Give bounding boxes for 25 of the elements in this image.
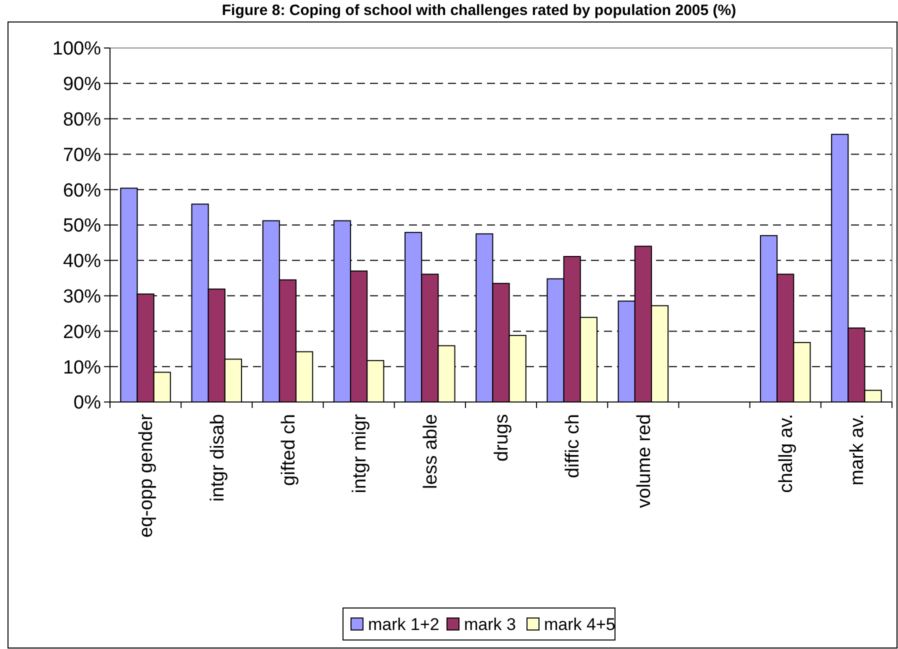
x-tick-label: eq-opp gender [136, 413, 158, 538]
x-tick-label: gifted ch [278, 414, 300, 486]
x-tick-label: drugs [492, 414, 513, 462]
y-tick-label: 20% [62, 322, 102, 343]
x-tick-label: less able [420, 414, 442, 489]
y-tick-label: 60% [62, 180, 102, 202]
y-tick-label: 50% [62, 216, 102, 237]
x-tick-label: challg av. [776, 414, 798, 493]
y-tick-label: 40% [62, 251, 102, 272]
y-tick-label: 100% [52, 38, 102, 60]
y-tick-label: 80% [62, 109, 102, 130]
chart-title: Figure 8: Coping of school with challenges rated by population 2005 (%) [222, 2, 736, 19]
x-tick-label: intgr disab [207, 414, 228, 502]
x-tick-label: mark av. [847, 414, 868, 486]
legend-label: mark 4+5 [544, 614, 616, 634]
y-tick-label: 30% [62, 286, 102, 308]
y-tick-label: 70% [62, 144, 102, 166]
y-tick-label: 0% [74, 392, 102, 414]
x-tick-label: diffic ch [562, 414, 584, 478]
x-tick-label: volume red [634, 414, 655, 508]
x-tick-label: intgr migr [349, 413, 370, 494]
legend-label: mark 3 [464, 614, 516, 634]
legend-label: mark 1+2 [368, 614, 440, 634]
y-tick-label: 90% [62, 74, 102, 96]
y-tick-label: 10% [62, 357, 102, 378]
